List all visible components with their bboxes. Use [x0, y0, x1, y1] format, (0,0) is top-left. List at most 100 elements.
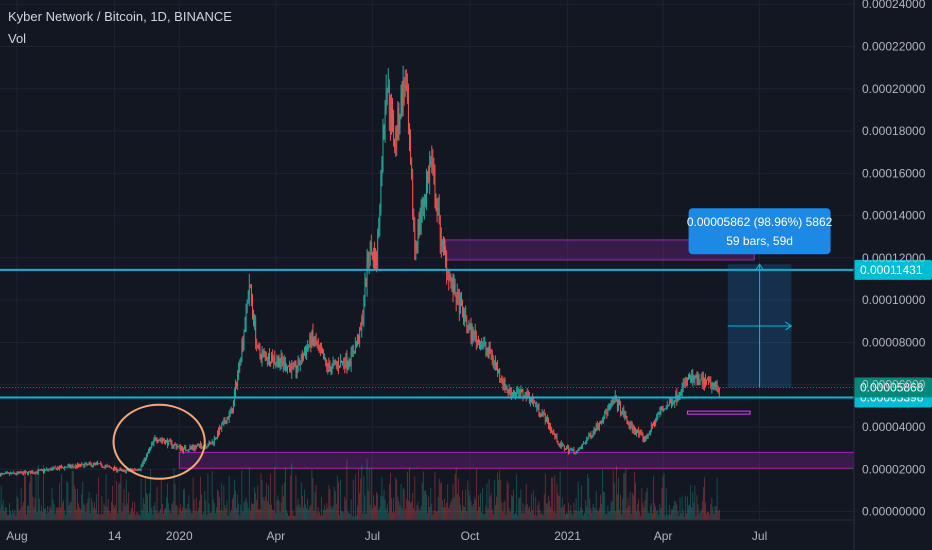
candle-body [193, 448, 195, 450]
volume-bar [83, 503, 85, 520]
volume-bar [595, 490, 597, 520]
volume-bar [491, 509, 493, 520]
candle-body [495, 361, 496, 366]
volume-indicator-label[interactable]: Vol [8, 31, 27, 46]
candle-body [315, 340, 317, 346]
support-resistance-zones[interactable] [178, 239, 855, 469]
volume-bar [252, 504, 253, 520]
candle-body [360, 327, 362, 330]
candle-body [454, 283, 456, 297]
candle-body [635, 431, 636, 434]
candle-body [652, 424, 653, 426]
candle-body [26, 471, 27, 473]
candle-body [175, 444, 177, 448]
symbol-title[interactable]: Kyber Network / Bitcoin, 1D, BINANCE [8, 9, 232, 24]
candle-body [113, 467, 114, 470]
candle-body [89, 463, 91, 465]
candle-body [505, 388, 507, 390]
candle-body [553, 431, 555, 434]
volume-bar [340, 479, 341, 520]
volume-bar [501, 502, 503, 520]
candle-body [585, 442, 586, 444]
candle-body [200, 443, 201, 446]
volume-bar [503, 502, 505, 520]
volume-bar [460, 504, 461, 520]
volume-bar [405, 499, 407, 520]
date-price-range-measure[interactable]: 0.00005862 (98.96%) 5862 59 bars, 59d [687, 208, 833, 388]
volume-bar [439, 483, 441, 520]
volume-bar [226, 500, 228, 520]
volume-bar [617, 494, 618, 520]
candle-body [580, 445, 582, 449]
candle-body [18, 471, 20, 473]
candle-body [456, 291, 458, 304]
candle-body [260, 354, 262, 360]
candle-body [496, 365, 497, 367]
volume-bar [57, 507, 59, 520]
candle-body [323, 353, 324, 360]
volume-bar [40, 505, 42, 520]
candle-body [143, 458, 145, 462]
candle-body [176, 446, 178, 448]
candle-body [508, 389, 510, 393]
volume-bar [74, 488, 76, 520]
drawing-annotations[interactable] [112, 403, 751, 480]
volume-bar [289, 515, 291, 520]
candle-body [229, 412, 231, 414]
volume-bar [375, 506, 376, 520]
volume-bar [0, 485, 2, 520]
candle-body [682, 382, 684, 387]
y-tick-label: 0.00008000 [862, 335, 926, 349]
candle-body [461, 300, 462, 306]
volume-bar [637, 504, 638, 520]
candle-body [55, 467, 57, 470]
volume-bar [328, 485, 330, 520]
volume-bar [610, 501, 612, 520]
candle-body [226, 418, 228, 424]
candle-body [463, 310, 464, 322]
candle-body [261, 352, 263, 360]
candle-body [45, 469, 47, 471]
candle-body [106, 465, 108, 467]
volume-bar [652, 513, 653, 520]
volume-bar [253, 503, 254, 520]
volume-bar [105, 474, 107, 520]
candle-body [153, 439, 155, 443]
volume-bar [88, 492, 90, 520]
candle-body [698, 377, 700, 380]
candle-body [172, 445, 174, 447]
candle-body [286, 368, 287, 370]
candle-body [597, 426, 599, 428]
candle-body [639, 432, 641, 435]
candle-body [432, 164, 434, 169]
price-axis[interactable]: 0.00024000 0.00022000 0.00020000 0.00018000… [853, 0, 926, 550]
candle-body [623, 409, 625, 418]
volume-bar [488, 479, 490, 520]
candle-body [288, 365, 289, 367]
x-tick-label: Apr [654, 529, 673, 543]
volume-bar [48, 512, 50, 520]
candle-body [189, 447, 191, 450]
volume-bar [475, 469, 477, 520]
volume-bar [209, 513, 211, 520]
volume-bar [317, 507, 319, 520]
volume-bar [600, 494, 601, 520]
candle-body [116, 467, 118, 471]
candle-body [587, 438, 589, 440]
volume-bar [210, 512, 212, 520]
volume-bar [533, 490, 535, 520]
candle-body [69, 465, 71, 468]
volume-bar [687, 496, 688, 520]
candle-body [291, 363, 293, 373]
volume-bar [354, 474, 356, 520]
volume-bar [390, 472, 391, 520]
volume-bar [609, 510, 611, 520]
candle-body [402, 80, 404, 112]
candle-body [705, 379, 706, 388]
candle-body [112, 468, 113, 470]
volume-bar [665, 488, 667, 520]
time-axis[interactable]: Aug 14 2020 Apr Jul Oct 2021 Apr Jul [0, 519, 854, 543]
candle-body [420, 213, 422, 222]
